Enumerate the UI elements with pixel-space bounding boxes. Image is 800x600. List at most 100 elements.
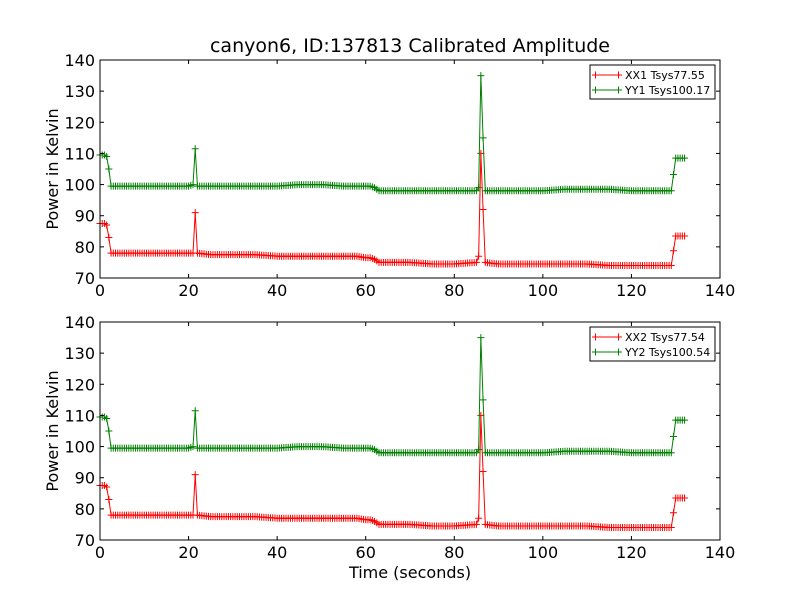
x-tick-label-0-6: 120 [616, 281, 647, 300]
data-point-1-0-3 [103, 483, 111, 491]
legend-label-1-0: XX2 Tsys77.54 [625, 331, 705, 344]
series-markers-1-0 [96, 411, 689, 532]
x-tick-label-1-2: 40 [267, 543, 287, 562]
plot-bottom: 0 20 40 60 80 100 120 140 70 80 90 100 110 120 130 140 P… [43, 313, 735, 582]
y-tick-label-1-6: 130 [64, 344, 95, 363]
data-point-0-1-4 [105, 165, 113, 173]
plot-frame-1 [99, 321, 721, 541]
x-tick-label-1-7: 140 [705, 543, 736, 562]
data-point-0-0-170 [472, 258, 480, 266]
data-point-0-0-171 [475, 252, 483, 260]
legend-swatch-marker-left-1-1 [592, 348, 599, 356]
data-point-1-1-264 [681, 416, 689, 424]
plot-marks-0 [96, 72, 689, 270]
plot-marks-1 [96, 334, 689, 532]
legend-box-0 [589, 64, 716, 100]
legend-swatch-marker-left-1-0 [592, 333, 599, 341]
y-tick-label-0-4: 110 [64, 144, 95, 163]
x-axis-label-1: Time (seconds) [348, 563, 471, 582]
y-tick-label-0-2: 90 [75, 207, 95, 226]
data-point-1-0-172 [477, 411, 485, 419]
y-tick-label-1-1: 80 [75, 500, 95, 519]
legend-swatch-marker-left-0-1 [592, 86, 599, 94]
data-point-0-0-43 [191, 209, 199, 217]
data-point-1-1-173 [479, 396, 487, 404]
legend-swatch-marker-right-0-1 [615, 86, 622, 94]
legend-0: XX1 Tsys77.55 YY1 Tsys100.17 [589, 64, 716, 100]
legend-label-1-1: YY2 Tsys100.54 [624, 346, 710, 359]
x-tick-label-0-4: 80 [444, 281, 464, 300]
data-point-0-0-259 [670, 247, 677, 255]
x-tick-label-1-4: 80 [444, 543, 464, 562]
y-tick-label-1-2: 90 [75, 469, 95, 488]
x-tick-label-0-0: 0 [95, 281, 105, 300]
data-point-1-0-171 [475, 514, 483, 522]
series-markers-1-1 [96, 334, 689, 457]
data-point-1-1-258 [667, 449, 675, 457]
x-tick-label-1-3: 60 [356, 543, 376, 562]
data-point-1-0-170 [472, 520, 480, 528]
legend-swatch-marker-left-0-0 [592, 71, 599, 79]
data-point-0-0-4 [105, 234, 113, 242]
legend-label-0-1: YY1 Tsys100.17 [624, 84, 710, 97]
y-tick-label-0-5: 120 [64, 113, 95, 132]
y-axis-label-0: Power in Kelvin [43, 108, 62, 229]
data-point-0-0-172 [477, 149, 485, 157]
data-point-1-0-259 [670, 509, 677, 517]
data-point-1-1-172 [477, 334, 485, 342]
data-point-0-1-172 [477, 72, 485, 80]
y-tick-label-1-5: 120 [64, 375, 95, 394]
series-markers-0-0 [96, 149, 689, 270]
x-tick-label-1-1: 20 [178, 543, 198, 562]
data-point-1-0-4 [105, 496, 113, 504]
data-point-0-1-42 [189, 181, 197, 189]
x-tick-label-0-2: 40 [267, 281, 287, 300]
data-point-1-1-43 [191, 407, 199, 415]
data-point-0-0-258 [667, 262, 675, 270]
series-markers-0-1 [96, 72, 689, 195]
legend-swatch-marker-right-1-0 [615, 333, 622, 341]
data-point-0-0-3 [103, 221, 111, 229]
legend-1: XX2 Tsys77.54 YY2 Tsys100.54 [589, 326, 716, 362]
data-point-1-0-173 [479, 467, 487, 475]
y-tick-label-0-3: 100 [64, 176, 95, 195]
data-point-0-1-173 [479, 134, 487, 142]
x-tick-label-1-5: 100 [528, 543, 559, 562]
legend-swatch-marker-right-1-1 [615, 348, 622, 356]
y-tick-label-0-1: 80 [75, 238, 95, 257]
x-tick-label-0-7: 140 [705, 281, 736, 300]
figure-title: canyon6, ID:137813 Calibrated Amplitude [210, 35, 610, 57]
y-tick-label-1-7: 140 [64, 313, 95, 332]
data-point-0-1-259 [670, 170, 677, 178]
legend-box-1 [589, 326, 716, 362]
legend-swatch-marker-right-0-0 [615, 71, 622, 79]
plot-frame-0 [99, 59, 721, 279]
y-tick-label-1-4: 110 [64, 406, 95, 425]
y-tick-label-0-7: 140 [64, 51, 95, 70]
data-point-1-1-4 [105, 427, 113, 435]
x-tick-label-1-6: 120 [616, 543, 647, 562]
data-point-0-1-43 [191, 145, 199, 153]
x-tick-label-0-3: 60 [356, 281, 376, 300]
y-tick-label-1-3: 100 [64, 438, 95, 457]
y-tick-label-1-0: 70 [75, 531, 95, 550]
data-point-0-1-258 [667, 187, 675, 195]
y-tick-label-0-6: 130 [64, 82, 95, 101]
data-point-1-1-171 [475, 446, 483, 454]
data-point-0-1-3 [103, 153, 111, 161]
data-point-0-1-171 [475, 184, 483, 192]
x-tick-label-0-1: 20 [178, 281, 198, 300]
data-point-1-0-264 [681, 494, 689, 502]
data-point-1-1-3 [103, 415, 111, 423]
plot-top: 0 20 40 60 80 100 120 140 70 80 90 100 110 120 130 140 P… [43, 51, 735, 300]
data-point-1-1-42 [189, 443, 197, 451]
data-point-0-1-264 [681, 154, 689, 162]
data-point-1-0-43 [191, 471, 199, 479]
data-point-0-0-264 [681, 232, 689, 240]
data-point-1-1-259 [670, 432, 677, 440]
y-axis-label-1: Power in Kelvin [43, 370, 62, 491]
legend-label-0-0: XX1 Tsys77.55 [625, 69, 705, 82]
data-point-0-0-173 [479, 205, 487, 213]
y-tick-label-0-0: 70 [75, 269, 95, 288]
